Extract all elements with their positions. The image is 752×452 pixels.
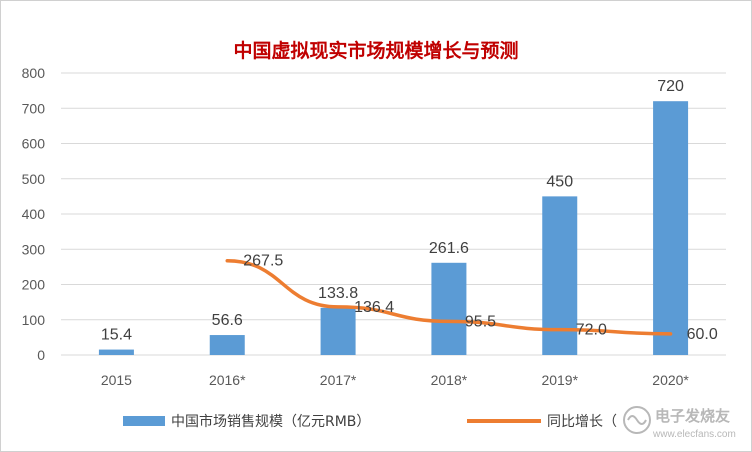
watermark-url: www.elecfans.com: [652, 429, 736, 440]
legend-line-label: 同比增长（: [547, 414, 617, 430]
legend-bar-label: 中国市场销售规模（亿元RMB）: [171, 413, 370, 430]
line-data-labels: 267.5 136.4 95.5 72.0 60.0: [243, 253, 718, 343]
y-tick-label: 500: [22, 171, 46, 187]
y-tick-label: 100: [22, 312, 46, 328]
watermark-logo: [623, 406, 651, 434]
bar: [320, 307, 356, 355]
x-tick-label: 2019*: [541, 372, 578, 388]
x-tick-label: 2018*: [431, 372, 468, 388]
line-data-label: 267.5: [243, 253, 283, 270]
gridlines: [61, 72, 726, 356]
y-tick-label: 300: [22, 241, 46, 257]
watermark: 电子发烧友 www.elecfans.com: [623, 406, 736, 440]
line-data-label: 136.4: [354, 299, 394, 316]
x-axis-ticks: 2015 2016* 2017* 2018* 2019* 2020*: [101, 372, 690, 388]
bar: [209, 335, 245, 355]
line-data-label: 95.5: [465, 313, 496, 330]
legend-bar-swatch: [123, 416, 165, 426]
y-axis-ticks: 0 100 200 300 400 500 600 700 800: [22, 65, 46, 363]
bar: [431, 262, 467, 355]
y-tick-label: 600: [22, 136, 46, 152]
x-tick-label: 2015: [101, 372, 132, 388]
bar-data-label: 450: [546, 173, 573, 190]
bar-data-label: 133.8: [318, 285, 358, 302]
line-data-label: 72.0: [576, 322, 607, 339]
bar-series: [98, 101, 689, 355]
growth-line: [225, 258, 673, 336]
x-tick-label: 2017*: [320, 372, 357, 388]
bar-data-label: 15.4: [101, 327, 132, 344]
bar-data-label: 720: [657, 78, 684, 95]
line-series: [225, 258, 673, 336]
legend: 中国市场销售规模（亿元RMB） 同比增长（: [123, 413, 617, 430]
x-tick-label: 2016*: [209, 372, 246, 388]
bar: [653, 101, 689, 355]
y-tick-label: 200: [22, 277, 46, 293]
chart-title: 中国虚拟现实市场规模增长与预测: [233, 39, 518, 62]
bar-data-labels: 15.4 56.6 133.8 261.6 450 720: [101, 78, 684, 343]
y-tick-label: 800: [22, 65, 46, 81]
watermark-text: 电子发烧友: [655, 407, 730, 425]
x-tick-label: 2020*: [652, 372, 689, 388]
bar-data-label: 261.6: [429, 240, 469, 257]
y-tick-label: 400: [22, 206, 46, 222]
y-tick-label: 0: [37, 347, 45, 363]
line-data-label: 60.0: [687, 326, 718, 343]
bar: [98, 349, 134, 355]
bar-data-label: 56.6: [212, 312, 243, 329]
y-tick-label: 700: [22, 100, 46, 116]
